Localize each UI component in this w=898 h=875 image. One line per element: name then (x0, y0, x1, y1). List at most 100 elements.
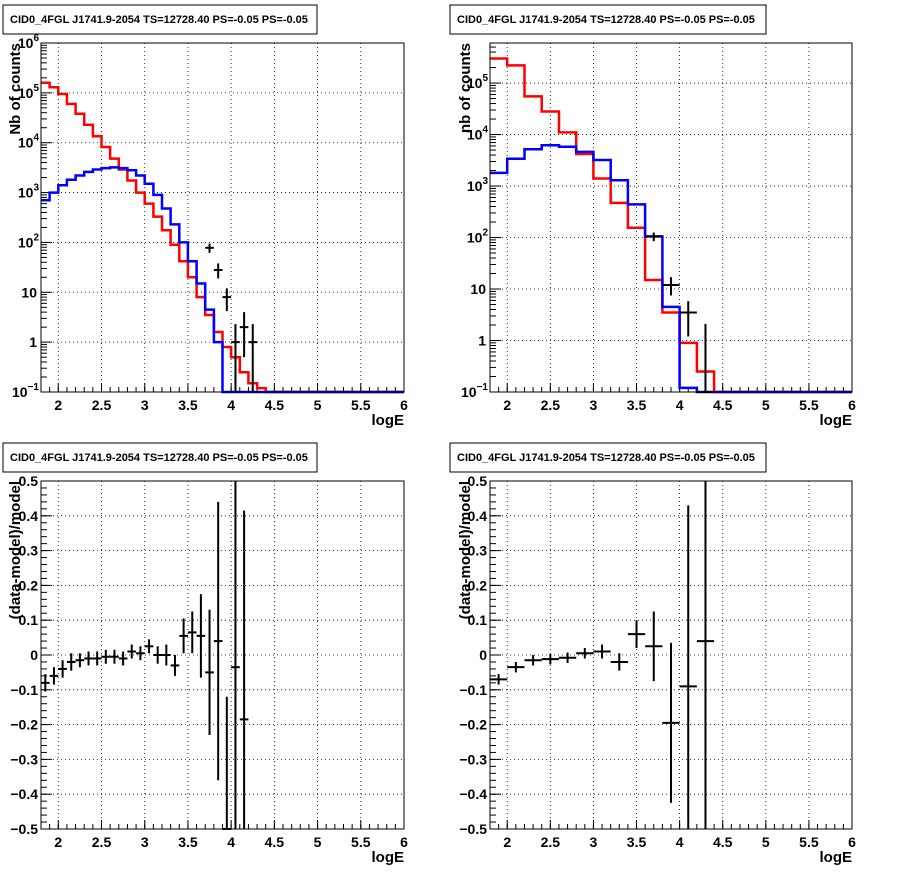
y-axis-label: (data-model)/model (457, 481, 474, 619)
x-tick-label: 2.5 (541, 834, 561, 850)
data-point (558, 652, 577, 664)
chart-title: CID0_4FGL J1741.9-2054 TS=12728.40 PS=-0… (10, 14, 308, 26)
data-point (222, 288, 232, 312)
data-point (41, 674, 50, 692)
data-point (610, 653, 628, 671)
data-point (696, 481, 715, 829)
y-tick-label: 0.4 (19, 508, 39, 524)
data-point (645, 611, 663, 682)
y-tick-label: 0.4 (468, 508, 488, 524)
data-point (153, 646, 162, 664)
y-axis-label: (data-model)/model (7, 481, 24, 619)
x-tick-label: 3.5 (178, 397, 198, 413)
data-point (231, 481, 240, 829)
x-tick-label: 6 (848, 397, 856, 413)
data-point (187, 611, 197, 654)
plot-frame (40, 42, 405, 393)
x-tick-label: 6 (400, 834, 408, 850)
y-tick-label: −0.1 (459, 682, 487, 698)
y-tick-label: 10 (21, 284, 37, 300)
title-box (2, 442, 318, 473)
data-point (66, 653, 76, 671)
y-tick-label: 10 (470, 281, 486, 297)
y-tick-label: −0.5 (459, 821, 487, 837)
y-tick-label: 0 (30, 647, 38, 663)
data-point (101, 649, 111, 664)
x-tick-label: 4.5 (265, 834, 285, 850)
x-tick-label: 5.5 (799, 834, 819, 850)
data-point (679, 505, 697, 829)
y-tick-label: 105 (18, 83, 40, 101)
y-tick-label: −0.5 (10, 821, 38, 837)
x-tick-label: 4 (227, 397, 235, 413)
data-point (239, 510, 249, 829)
data-point (576, 648, 594, 659)
y-tick-label: 102 (467, 228, 489, 246)
data-point (179, 618, 188, 654)
model-total-histogram (490, 57, 852, 394)
x-tick-label: 5.5 (799, 397, 819, 413)
y-tick-label: 0.5 (468, 473, 488, 489)
data-point (162, 644, 171, 666)
data-point (49, 667, 59, 685)
data-point (118, 651, 128, 666)
plot-frame (489, 480, 853, 830)
data-point (645, 232, 663, 242)
data-point (58, 660, 67, 678)
model-source-histogram (490, 143, 852, 394)
title-box (2, 4, 318, 35)
x-tick-label: 3.5 (627, 834, 647, 850)
data-point (144, 639, 154, 654)
y-tick-label: −0.2 (459, 717, 487, 733)
plot-frame (489, 42, 853, 393)
x-tick-label: 3.5 (178, 834, 198, 850)
data-point (662, 642, 680, 803)
x-tick-label: 2.5 (92, 834, 112, 850)
y-tick-label: 10−1 (12, 382, 39, 400)
data-point (679, 301, 697, 337)
y-tick-label: −0.3 (10, 751, 38, 767)
data-point (205, 609, 214, 736)
y-tick-label: −0.4 (10, 786, 38, 802)
data-point (231, 324, 240, 392)
data-point (136, 646, 145, 661)
data-point (662, 277, 680, 296)
y-tick-label: 0.1 (468, 612, 488, 628)
title-box (449, 4, 767, 35)
y-tick-label: −0.1 (10, 682, 38, 698)
y-tick-label: 0.2 (468, 577, 488, 593)
data-point (84, 651, 93, 666)
data-point (110, 649, 119, 664)
data-point (248, 324, 258, 392)
x-tick-label: 2 (54, 834, 62, 850)
data-point (196, 594, 206, 678)
y-tick-label: 0.5 (19, 473, 39, 489)
panel-bottom-left: CID0_4FGL J1741.9-2054 TS=12728.40 PS=-0… (2, 442, 408, 866)
x-tick-label: 2 (503, 834, 511, 850)
y-tick-label: 0.2 (19, 577, 39, 593)
y-tick-label: −0.4 (459, 786, 487, 802)
x-tick-label: 2.5 (541, 397, 561, 413)
data-point (627, 620, 646, 649)
data-point (541, 653, 559, 665)
data-point (127, 644, 137, 659)
x-tick-label: 3 (141, 397, 149, 413)
x-axis-label: logE (820, 412, 853, 429)
x-tick-label: 4 (227, 834, 235, 850)
data-point (507, 661, 525, 673)
data-point (205, 243, 214, 253)
x-tick-label: 5 (762, 834, 770, 850)
chart-title: CID0_4FGL J1741.9-2054 TS=12728.40 PS=-0… (457, 452, 755, 464)
y-tick-label: 102 (18, 232, 40, 250)
data-point (92, 651, 102, 666)
y-axis-label: nb of counts (457, 43, 474, 133)
panel-bottom-right: CID0_4FGL J1741.9-2054 TS=12728.40 PS=-0… (449, 442, 856, 866)
data-point (213, 263, 223, 279)
y-axis-label: Nb of counts (7, 43, 24, 135)
x-tick-label: 6 (400, 397, 408, 413)
x-tick-label: 4.5 (265, 397, 285, 413)
panel-top-left: CID0_4FGL J1741.9-2054 TS=12728.40 PS=-0… (2, 4, 408, 429)
y-tick-label: 1 (478, 333, 486, 349)
x-tick-label: 3 (590, 397, 598, 413)
x-tick-label: 5.5 (351, 834, 371, 850)
